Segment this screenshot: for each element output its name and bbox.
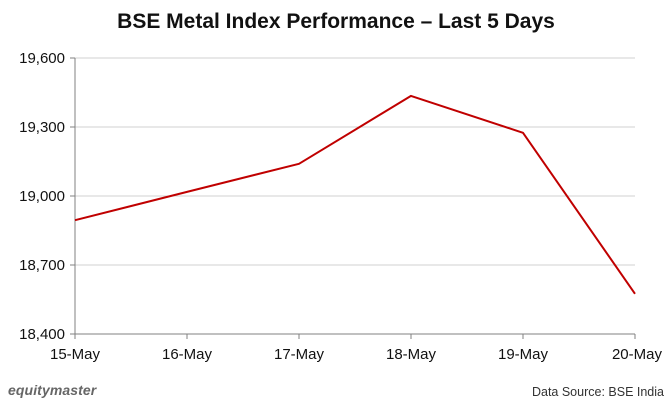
y-tick-label: 18,700 xyxy=(19,257,65,274)
data-source-note: Data Source: BSE India xyxy=(531,385,664,399)
x-tick-label: 17-May xyxy=(274,346,325,363)
x-tick-label: 20-May xyxy=(612,346,663,363)
x-tick-labels: 15-May 16-May 17-May 18-May 19-May 20-May xyxy=(50,346,663,363)
series-lines xyxy=(74,94,636,295)
y-tick-label: 19,600 xyxy=(19,50,65,67)
grid-lines xyxy=(75,57,635,266)
x-tick-label: 18-May xyxy=(386,346,437,363)
y-tick-label: 19,300 xyxy=(19,119,65,136)
x-tick-label: 16-May xyxy=(162,346,213,363)
axes xyxy=(70,57,636,339)
series-line xyxy=(74,94,636,295)
y-tick-label: 19,000 xyxy=(19,188,65,205)
y-tick-label: 18,400 xyxy=(19,326,65,343)
x-tick-label: 19-May xyxy=(498,346,549,363)
equitymaster-logo: equitymaster xyxy=(8,382,97,398)
y-tick-labels: 18,400 18,700 19,000 19,300 19,600 xyxy=(19,50,65,343)
chart-title: BSE Metal Index Performance – Last 5 Day… xyxy=(117,10,555,33)
x-tick-label: 15-May xyxy=(50,346,101,363)
